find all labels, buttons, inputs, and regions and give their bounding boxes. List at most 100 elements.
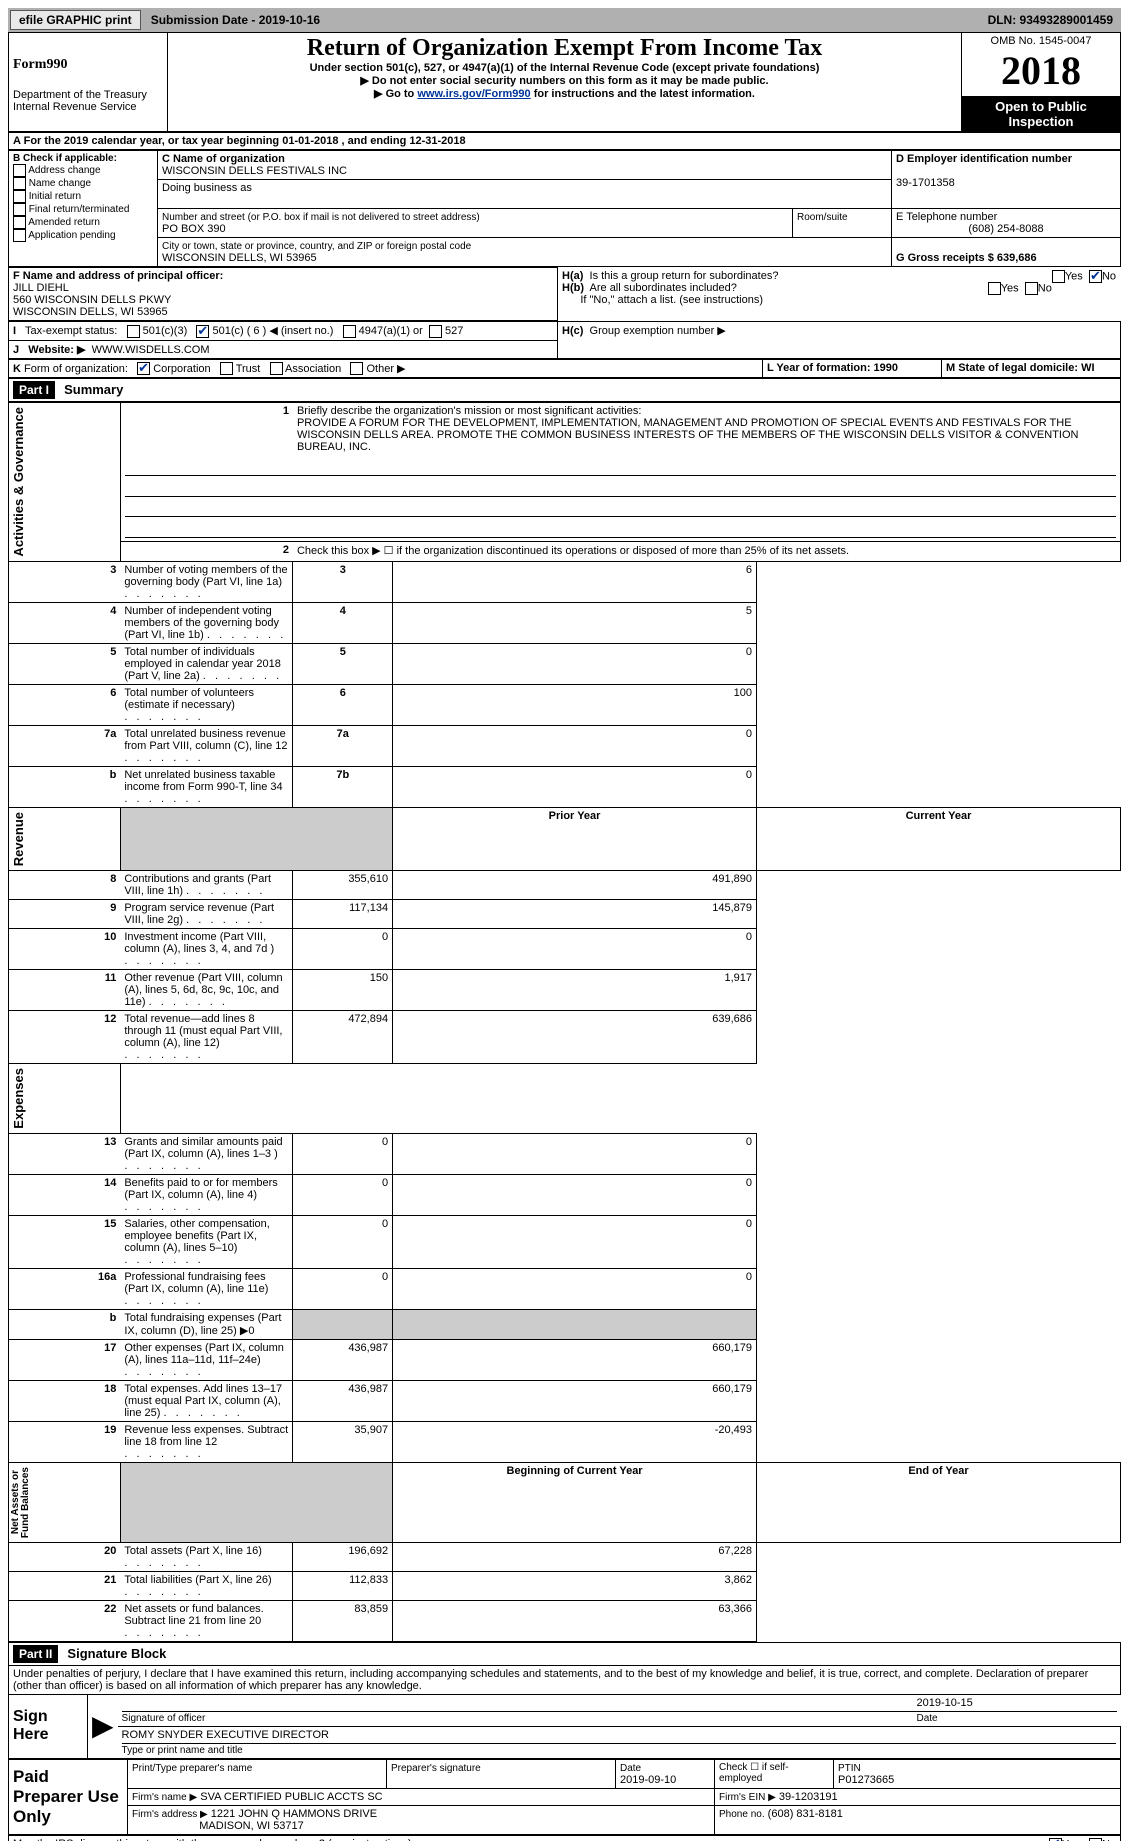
m-label: M State of legal domicile: WI — [946, 362, 1095, 374]
cb-501c3[interactable] — [127, 325, 140, 338]
cb-hb-no[interactable] — [1025, 282, 1038, 295]
name-title-label: Type or print name and title — [122, 1745, 243, 1756]
d-label: D Employer identification number — [896, 153, 1072, 165]
prior-value: 0 — [293, 1215, 393, 1268]
prior-value — [293, 1309, 393, 1339]
k-prefix: K — [13, 363, 21, 375]
cb-address-change[interactable] — [13, 164, 26, 177]
cb-other[interactable] — [350, 362, 363, 375]
line-text: Investment income (Part VIII, column (A)… — [120, 928, 293, 969]
ptin-label: PTIN — [838, 1763, 861, 1774]
cb-trust[interactable] — [220, 362, 233, 375]
firm-phone-label: Phone no. — [719, 1809, 765, 1820]
cb-ha-yes[interactable] — [1052, 270, 1065, 283]
date-label: Date — [917, 1713, 938, 1724]
org-name: WISCONSIN DELLS FESTIVALS INC — [162, 165, 347, 177]
curr-value: 660,179 — [393, 1339, 757, 1380]
cb-name-change[interactable] — [13, 177, 26, 190]
curr-value: -20,493 — [393, 1421, 757, 1462]
firm-ein: 39-1203191 — [779, 1791, 838, 1803]
line-value: 0 — [393, 725, 757, 766]
line-text: Total revenue—add lines 8 through 11 (mu… — [120, 1010, 293, 1063]
pp-check-label: Check ☐ if self-employed — [715, 1759, 834, 1788]
prior-value: 436,987 — [293, 1380, 393, 1421]
cb-501c[interactable] — [196, 325, 209, 338]
cb-ha-no[interactable] — [1089, 270, 1102, 283]
irs-link[interactable]: www.irs.gov/Form990 — [417, 88, 530, 100]
cb-amended[interactable] — [13, 216, 26, 229]
cb-initial[interactable] — [13, 190, 26, 203]
vlabel-na: Net Assets orFund Balances — [9, 1463, 33, 1542]
efile-print-button[interactable]: efile GRAPHIC print — [10, 10, 141, 30]
officer-nametitle: ROMY SNYDER EXECUTIVE DIRECTOR — [122, 1729, 1116, 1744]
cb-assoc[interactable] — [270, 362, 283, 375]
cb-corp[interactable] — [137, 362, 150, 375]
city-value: WISCONSIN DELLS, WI 53965 — [162, 252, 317, 264]
curr-value: 660,179 — [393, 1380, 757, 1421]
firm-name: SVA CERTIFIED PUBLIC ACCTS SC — [200, 1791, 382, 1803]
lb-527: 527 — [445, 325, 463, 337]
box-b-label: B Check if applicable: — [13, 153, 117, 164]
cb-hb-yes[interactable] — [988, 282, 1001, 295]
room-label: Room/suite — [797, 212, 848, 223]
cb-discuss-no[interactable] — [1089, 1838, 1102, 1841]
line-text: Other revenue (Part VIII, column (A), li… — [120, 969, 293, 1010]
ha-prefix: H(a) — [562, 270, 583, 282]
dept-label: Department of the TreasuryInternal Reven… — [13, 89, 147, 113]
street-value: PO BOX 390 — [162, 223, 226, 235]
line-text: Program service revenue (Part VIII, line… — [120, 899, 293, 928]
lb-corp: Corporation — [153, 363, 210, 375]
dba-label: Doing business as — [162, 182, 252, 194]
firm-phone: (608) 831-8181 — [768, 1808, 843, 1820]
prior-value: 117,134 — [293, 899, 393, 928]
col-begin: Beginning of Current Year — [507, 1465, 643, 1477]
line-text: Number of independent voting members of … — [120, 602, 293, 643]
sig-date-value: 2019-10-15 — [917, 1697, 1117, 1712]
ptin-value: P01273665 — [838, 1774, 894, 1786]
prior-value: 150 — [293, 969, 393, 1010]
pp-date-label: Date — [620, 1763, 641, 1774]
officer-name: JILL DIEHL — [13, 282, 69, 294]
lb-app-pending: Application pending — [28, 230, 115, 241]
form-title: Return of Organization Exempt From Incom… — [172, 35, 957, 62]
hb-note: If "No," attach a list. (see instruction… — [580, 294, 763, 306]
paid-preparer: Paid Preparer Use Only — [9, 1759, 128, 1834]
open-to-public: Open to PublicInspection — [962, 97, 1121, 132]
line-value: 0 — [393, 766, 757, 807]
line-text: Total liabilities (Part X, line 26) — [120, 1571, 293, 1600]
website-value: WWW.WISDELLS.COM — [92, 344, 210, 356]
cb-final[interactable] — [13, 203, 26, 216]
part1-title: Summary — [58, 382, 123, 397]
subtitle-3a: ▶ Go to — [374, 88, 417, 100]
firm-addr1: 1221 JOHN Q HAMMONS DRIVE — [211, 1808, 377, 1820]
cb-4947[interactable] — [343, 325, 356, 338]
lb-dno: No — [1102, 1838, 1116, 1841]
prior-value: 355,610 — [293, 870, 393, 899]
end-value: 67,228 — [393, 1542, 757, 1571]
q1-text: PROVIDE A FORUM FOR THE DEVELOPMENT, IMP… — [297, 417, 1079, 453]
curr-value: 639,686 — [393, 1010, 757, 1063]
submission-date: Submission Date - 2019-10-16 — [145, 13, 978, 27]
l-label: L Year of formation: 1990 — [767, 362, 898, 374]
end-value: 3,862 — [393, 1571, 757, 1600]
line-text: Salaries, other compensation, employee b… — [120, 1215, 293, 1268]
line-text: Total expenses. Add lines 13–17 (must eq… — [120, 1380, 293, 1421]
hc-prefix: H(c) — [562, 325, 583, 337]
hc-label: Group exemption number ▶ — [590, 325, 726, 337]
hb-prefix: H(b) — [562, 282, 584, 294]
subtitle-3b: for instructions and the latest informat… — [531, 88, 755, 100]
line-text: Total fundraising expenses (Part IX, col… — [120, 1309, 293, 1339]
curr-value: 0 — [393, 1174, 757, 1215]
line-text: Professional fundraising fees (Part IX, … — [120, 1268, 293, 1309]
f-label: F Name and address of principal officer: — [13, 270, 223, 282]
lb-other: Other ▶ — [366, 363, 405, 375]
lb-501c3: 501(c)(3) — [143, 325, 188, 337]
tax-year: 2018 — [966, 47, 1116, 94]
cb-527[interactable] — [429, 325, 442, 338]
lb-4947: 4947(a)(1) or — [359, 325, 423, 337]
firm-addr2: MADISON, WI 53717 — [199, 1820, 304, 1832]
vlabel-rev: Revenue — [9, 808, 28, 870]
cb-discuss-yes[interactable] — [1049, 1838, 1062, 1841]
prior-value: 0 — [293, 1268, 393, 1309]
cb-app-pending[interactable] — [13, 229, 26, 242]
